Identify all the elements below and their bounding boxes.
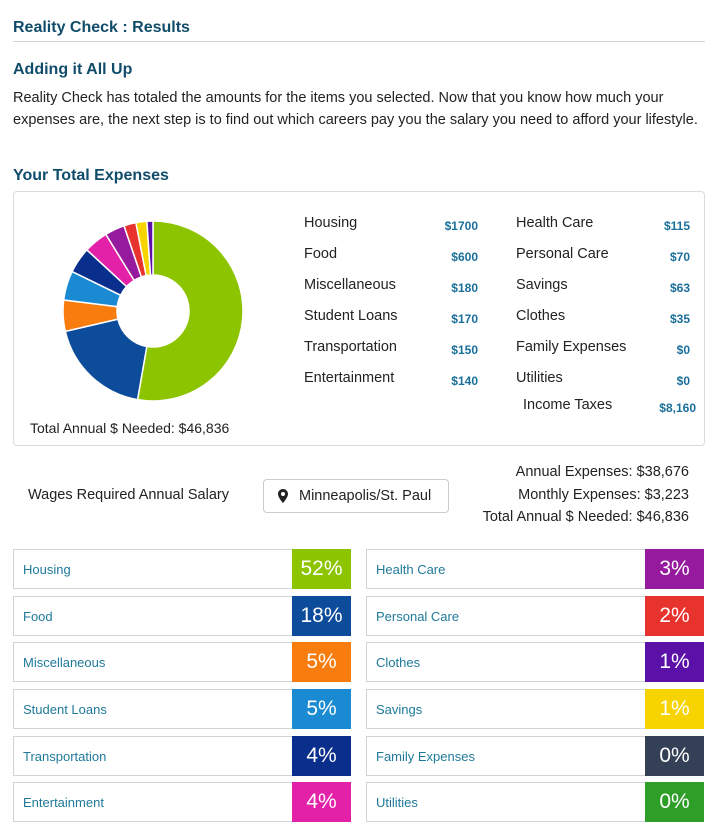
percent-card-personal-care: Personal Care 2% [366, 596, 704, 636]
percent-value-box: 1% [645, 642, 704, 682]
location-button[interactable]: Minneapolis/St. Paul [263, 479, 449, 513]
percent-card-label: Food [23, 609, 53, 624]
percent-card-family-expenses: Family Expenses 0% [366, 736, 704, 776]
expense-value-housing: $1700 [444, 219, 478, 233]
intro-text: Reality Check has totaled the amounts fo… [13, 90, 698, 128]
expense-label-transportation: Transportation [304, 339, 397, 355]
expense-value-savings: $63 [669, 281, 690, 295]
expense-label-family-expenses: Family Expenses [516, 339, 627, 355]
expense-label-miscellaneous: Miscellaneous [304, 277, 396, 293]
location-label: Minneapolis/St. Paul [299, 488, 432, 504]
expense-label-savings: Savings [516, 277, 568, 293]
percent-card-label: Utilities [376, 795, 418, 810]
expense-label-health-care: Health Care [516, 215, 594, 231]
expense-label-student-loans: Student Loans [304, 308, 398, 324]
percent-value-box: 4% [292, 782, 351, 822]
expense-value-clothes: $35 [669, 312, 690, 326]
percent-card-label: Entertainment [23, 795, 104, 810]
page-title: Reality Check : Results [13, 19, 190, 36]
percent-value-box: 2% [645, 596, 704, 636]
percent-card-health-care: Health Care 3% [366, 549, 704, 589]
expense-value-student-loans: $170 [451, 312, 478, 326]
percent-card-housing: Housing 52% [13, 549, 351, 589]
percent-card-label: Savings [376, 702, 423, 717]
percent-value-box: 1% [645, 689, 704, 729]
total-annual-needed: Total Annual $ Needed: $46,836 [30, 420, 230, 436]
percent-card-miscellaneous: Miscellaneous 5% [13, 642, 351, 682]
expense-value-income-taxes: $8,160 [659, 401, 696, 415]
percent-card-transportation: Transportation 4% [13, 736, 351, 776]
expense-label-housing: Housing [304, 215, 358, 231]
donut-slice-housing [136, 220, 244, 402]
percent-card-student-loans: Student Loans 5% [13, 689, 351, 729]
percent-value-box: 5% [292, 689, 351, 729]
percent-card-label: Student Loans [23, 702, 107, 717]
intro-heading: Adding it All Up [13, 61, 133, 78]
percent-card-label: Health Care [376, 562, 446, 577]
percent-card-utilities: Utilities 0% [366, 782, 704, 822]
percent-value-box: 18% [292, 596, 351, 636]
percent-value-box: 52% [292, 549, 351, 589]
expenses-donut-chart [62, 220, 244, 402]
title-divider [13, 41, 705, 42]
monthly-expenses-summary: Monthly Expenses: $3,223 [518, 487, 689, 503]
expense-value-personal-care: $70 [669, 250, 690, 264]
percent-card-label: Family Expenses [376, 749, 475, 764]
expense-label-food: Food [304, 246, 338, 262]
expense-value-entertainment: $140 [451, 374, 478, 388]
expenses-heading: Your Total Expenses [13, 167, 169, 184]
percent-value-box: 0% [645, 782, 704, 822]
percent-card-label: Transportation [23, 749, 107, 764]
percent-card-label: Personal Care [376, 609, 460, 624]
percent-card-label: Miscellaneous [23, 655, 106, 670]
expense-value-health-care: $115 [663, 219, 690, 233]
wages-required-label: Wages Required Annual Salary [28, 487, 229, 503]
percent-value-box: 4% [292, 736, 351, 776]
annual-expenses-summary: Annual Expenses: $38,676 [515, 464, 689, 480]
expense-label-clothes: Clothes [516, 308, 566, 324]
expense-label-entertainment: Entertainment [304, 370, 395, 386]
expense-label-income-taxes: Income Taxes [523, 397, 613, 413]
map-pin-icon [278, 489, 288, 503]
expense-value-transportation: $150 [451, 343, 478, 357]
donut-slice-food [64, 318, 148, 401]
expense-label-personal-care: Personal Care [516, 246, 609, 262]
expense-label-utilities: Utilities [516, 370, 563, 386]
expense-value-utilities: $0 [676, 374, 690, 388]
expenses-card: Housing $1700 Food $600 Miscellaneous $1… [13, 191, 705, 446]
percent-card-savings: Savings 1% [366, 689, 704, 729]
expense-value-family-expenses: $0 [676, 343, 690, 357]
percent-card-label: Clothes [376, 655, 421, 670]
total-needed-summary: Total Annual $ Needed: $46,836 [482, 509, 689, 525]
percent-card-label: Housing [23, 562, 71, 577]
percent-value-box: 3% [645, 549, 704, 589]
expense-value-miscellaneous: $180 [451, 281, 478, 295]
percent-value-box: 0% [645, 736, 704, 776]
donut-slice-clothes [146, 220, 154, 276]
percent-card-clothes: Clothes 1% [366, 642, 704, 682]
percent-card-entertainment: Entertainment 4% [13, 782, 351, 822]
expense-value-food: $600 [451, 250, 478, 264]
percent-card-food: Food 18% [13, 596, 351, 636]
percent-value-box: 5% [292, 642, 351, 682]
